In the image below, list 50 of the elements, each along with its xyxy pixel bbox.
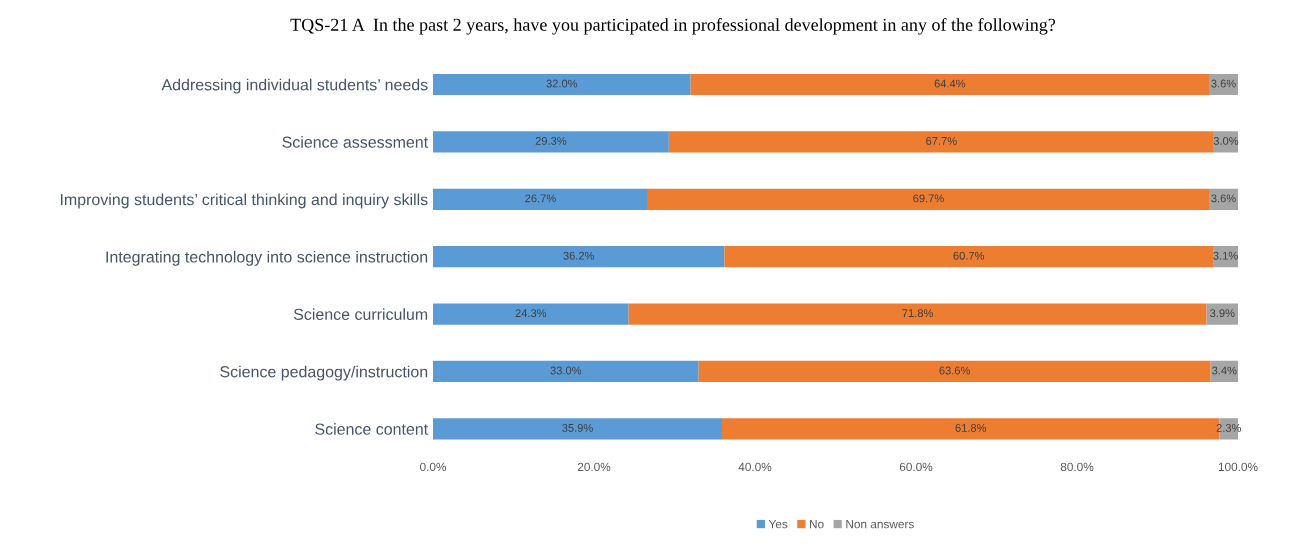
- bar: [724, 246, 1214, 268]
- bar: [690, 73, 1210, 96]
- bar: [433, 188, 648, 210]
- data-label: 3.4%: [1212, 366, 1237, 375]
- data-label: 26.7%: [525, 194, 556, 203]
- bar: [433, 131, 669, 153]
- data-label: 71.8%: [902, 309, 933, 318]
- legend-label: Yes: [768, 520, 788, 529]
- data-label: 32.0%: [546, 79, 578, 88]
- bar: [433, 246, 725, 268]
- data-label: 24.3%: [515, 309, 547, 318]
- bar: [433, 73, 691, 96]
- y-tick-label: Addressing individual students’ needs: [161, 78, 428, 94]
- y-tick-label: Science assessment: [282, 136, 429, 148]
- x-tick-label: 80.0%: [1060, 462, 1094, 472]
- bar: [433, 360, 699, 383]
- data-label: 64.4%: [934, 79, 966, 88]
- data-label: 33.0%: [550, 366, 582, 375]
- x-tick-label: 60.0%: [899, 462, 933, 472]
- bar: [433, 418, 722, 440]
- data-label: 63.6%: [939, 366, 970, 375]
- data-label: 61.8%: [955, 423, 987, 432]
- bar: [647, 188, 1210, 210]
- legend-label: Non answers: [846, 520, 914, 529]
- data-label: 60.7%: [953, 251, 985, 260]
- x-tick-label: 40.0%: [738, 462, 772, 472]
- data-label: 3.6%: [1211, 79, 1236, 88]
- bar: [628, 303, 1207, 325]
- legend-label: No: [810, 520, 824, 529]
- data-label: 36.2%: [563, 251, 595, 260]
- bar: [1206, 303, 1238, 325]
- x-tick-label: 20.0%: [577, 462, 611, 472]
- x-tick-label: 0.0%: [420, 462, 447, 472]
- data-label: 35.9%: [562, 423, 593, 432]
- y-tick-label: Science pedagogy/instruction: [220, 365, 428, 381]
- bar: [698, 360, 1211, 383]
- chart-title: TQS-21 A In the past 2 years, have you participated in professional development in any of the following?: [290, 17, 1056, 35]
- bar: [433, 303, 629, 325]
- y-tick-label: Integrating technology into science instruction: [106, 250, 428, 266]
- x-tick-label: 100.0%: [1218, 462, 1258, 472]
- data-label: 69.7%: [913, 194, 944, 203]
- bar: [668, 131, 1214, 153]
- y-tick-label: Science curriculum: [293, 308, 428, 321]
- y-tick-label: Improving students’ critical thinking and inquiry skills: [60, 193, 428, 209]
- data-label: 3.6%: [1211, 194, 1236, 203]
- data-label: 3.1%: [1213, 251, 1238, 260]
- data-label: 29.3%: [535, 137, 567, 145]
- data-label: 3.9%: [1210, 309, 1235, 318]
- y-tick-label: Science content: [315, 423, 429, 435]
- data-label: 67.7%: [926, 137, 957, 145]
